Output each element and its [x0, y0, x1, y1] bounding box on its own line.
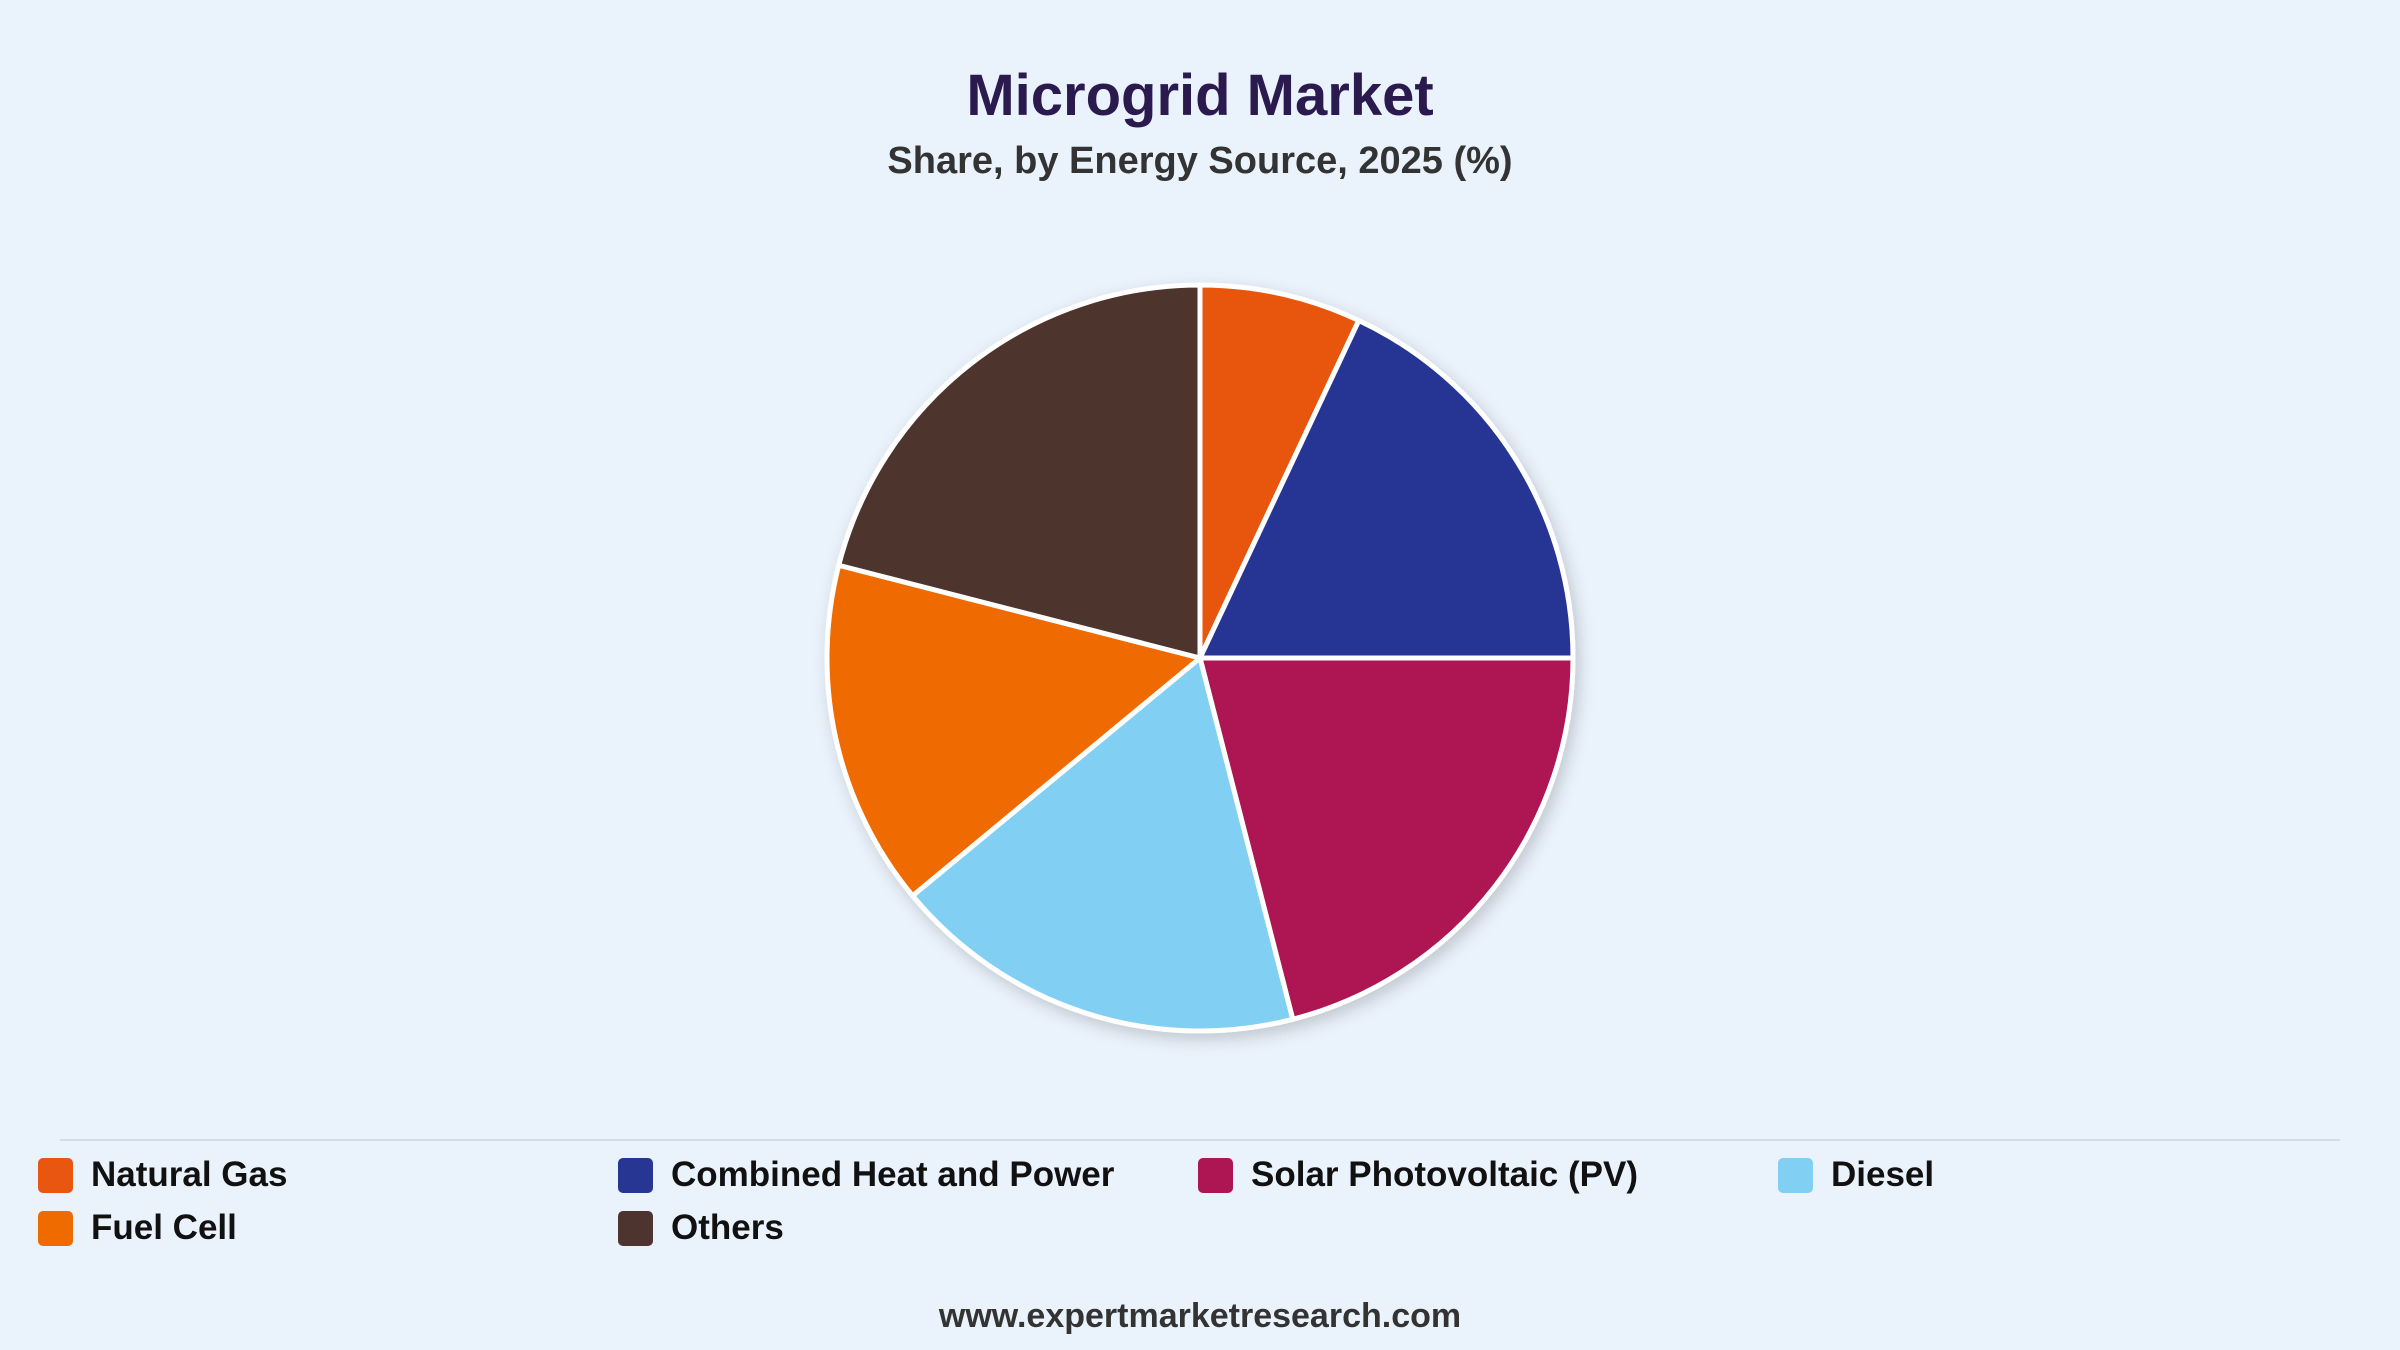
pie-slice-diesel: [910, 655, 1296, 1034]
legend-label: Diesel: [1831, 1155, 1935, 1194]
source-footer: www.expertmarketresearch.com: [938, 1297, 1462, 1335]
pie-slice-others: [836, 282, 1203, 661]
legend-item-combined-heat-and-power: Combined Heat and Power: [618, 1155, 1114, 1195]
legend-label: Fuel Cell: [91, 1208, 237, 1247]
legend-item-diesel: Diesel: [1778, 1155, 1934, 1195]
pie-slice-combined-heat-and-power: [1197, 318, 1576, 661]
pie-slice-solar-photovoltaic-pv: [1197, 655, 1576, 1022]
legend-label: Natural Gas: [91, 1155, 288, 1194]
legend-item-natural-gas: Natural Gas: [38, 1155, 287, 1195]
pie-chart: [824, 282, 1576, 1034]
chart-subtitle: Share, by Energy Source, 2025 (%): [887, 140, 1513, 182]
legend-label: Combined Heat and Power: [671, 1155, 1115, 1194]
legend-item-fuel-cell: Fuel Cell: [38, 1208, 237, 1248]
pie-slice-natural-gas: [1197, 282, 1362, 661]
legend-swatch: [618, 1157, 653, 1193]
legend-swatch: [38, 1157, 73, 1193]
legend-swatch: [618, 1210, 653, 1246]
chart-title: Microgrid Market: [966, 63, 1434, 128]
legend-divider: [60, 1139, 2340, 1141]
legend-item-solar-photovoltaic-pv: Solar Photovoltaic (PV): [1198, 1155, 1638, 1195]
pie-slices: [824, 282, 1576, 1034]
legend-swatch: [1198, 1157, 1233, 1193]
pie-slice-fuel-cell: [824, 562, 1203, 899]
legend-swatch: [38, 1210, 73, 1246]
legend-item-others: Others: [618, 1208, 784, 1248]
legend-swatch: [1778, 1157, 1813, 1193]
legend-label: Solar Photovoltaic (PV): [1251, 1155, 1638, 1194]
legend-label: Others: [671, 1208, 784, 1247]
